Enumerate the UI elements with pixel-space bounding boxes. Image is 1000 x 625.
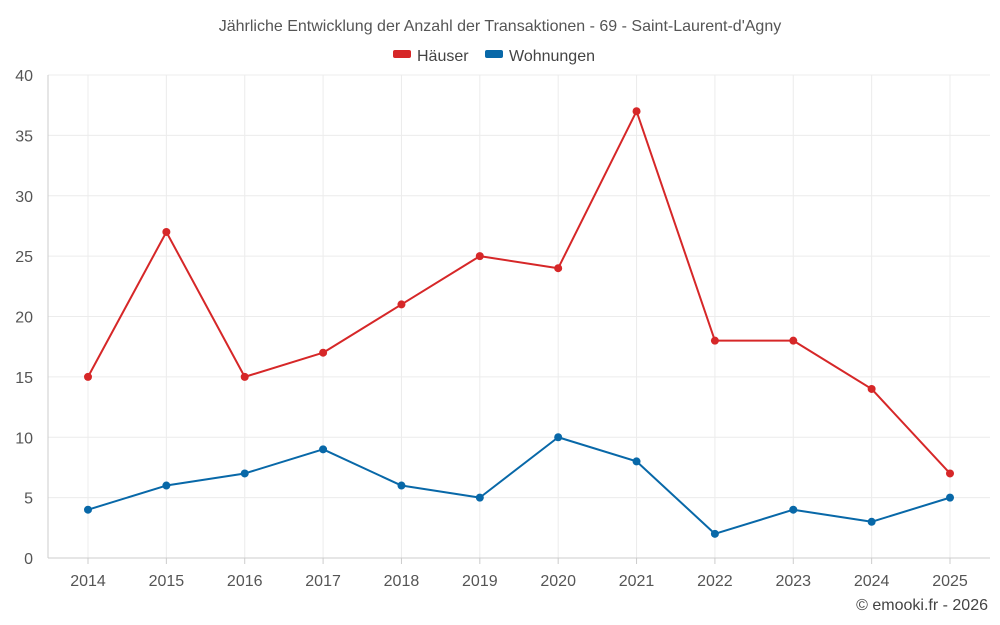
grid — [48, 74, 990, 558]
legend: Häuser Wohnungen — [393, 48, 595, 65]
data-point-haeuser-2022[interactable] — [710, 336, 719, 345]
y-axis-ticks: 0 5 10 15 20 25 30 35 40 — [15, 68, 33, 568]
data-point-wohnungen-2023[interactable] — [789, 505, 798, 514]
x-tick-label-2018: 2018 — [384, 573, 420, 590]
data-point-haeuser-2019[interactable] — [475, 252, 484, 261]
legend-swatch-haeuser[interactable] — [393, 50, 411, 58]
data-point-wohnungen-2021[interactable] — [632, 457, 641, 466]
data-point-haeuser-2015[interactable] — [162, 227, 171, 236]
data-point-haeuser-2017[interactable] — [319, 348, 328, 357]
y-tick-label-35: 35 — [15, 128, 33, 145]
x-tick-label-2024: 2024 — [854, 573, 890, 590]
x-tick-label-2014: 2014 — [70, 573, 106, 590]
data-point-wohnungen-2015[interactable] — [162, 481, 171, 490]
y-tick-label-15: 15 — [15, 370, 33, 387]
data-point-wohnungen-2014[interactable] — [84, 505, 92, 514]
y-tick-label-0: 0 — [24, 551, 33, 568]
y-tick-label-20: 20 — [15, 310, 33, 327]
data-point-wohnungen-2019[interactable] — [475, 493, 484, 502]
y-tick-label-30: 30 — [15, 189, 33, 206]
data-point-haeuser-2020[interactable] — [554, 264, 563, 273]
data-point-wohnungen-2022[interactable] — [710, 529, 719, 538]
data-point-haeuser-2018[interactable] — [397, 300, 406, 309]
series-line-wohnungen — [87, 436, 951, 535]
y-tick-label-25: 25 — [15, 249, 33, 266]
x-tick-label-2015: 2015 — [149, 573, 185, 590]
x-tick-label-2025: 2025 — [932, 573, 968, 590]
y-tick-label-10: 10 — [15, 430, 33, 447]
legend-swatch-wohnungen[interactable] — [485, 50, 503, 58]
data-point-haeuser-2024[interactable] — [867, 384, 876, 393]
credit-text: © emooki.fr - 2026 — [856, 597, 988, 614]
x-axis-ticks: 2014 2015 2016 2017 2018 2019 2020 2021 2022 2023… — [70, 558, 968, 590]
axes — [47, 75, 990, 559]
x-tick-label-2023: 2023 — [775, 573, 811, 590]
x-tick-label-2017: 2017 — [305, 573, 341, 590]
x-tick-label-2016: 2016 — [227, 573, 263, 590]
x-tick-label-2020: 2020 — [540, 573, 576, 590]
legend-label-wohnungen[interactable]: Wohnungen — [509, 48, 595, 65]
chart-title: Jährliche Entwicklung der Anzahl der Tra… — [219, 18, 781, 35]
data-point-haeuser-2021[interactable] — [632, 107, 641, 116]
data-point-wohnungen-2018[interactable] — [397, 481, 406, 490]
y-tick-label-40: 40 — [15, 68, 33, 85]
x-tick-label-2022: 2022 — [697, 573, 733, 590]
x-tick-label-2019: 2019 — [462, 573, 498, 590]
data-point-wohnungen-2024[interactable] — [867, 517, 876, 526]
data-point-haeuser-2016[interactable] — [240, 372, 249, 381]
legend-label-haeuser[interactable]: Häuser — [417, 48, 469, 65]
data-point-wohnungen-2020[interactable] — [554, 433, 563, 442]
data-point-haeuser-2025[interactable] — [946, 469, 954, 478]
data-point-haeuser-2023[interactable] — [789, 336, 798, 345]
x-tick-label-2021: 2021 — [619, 573, 655, 590]
data-point-wohnungen-2025[interactable] — [946, 493, 954, 502]
data-point-wohnungen-2016[interactable] — [240, 469, 249, 478]
series-layer — [84, 107, 954, 538]
y-tick-label-5: 5 — [24, 491, 33, 508]
series-line-haeuser — [87, 110, 951, 475]
data-point-wohnungen-2017[interactable] — [319, 445, 328, 454]
data-point-haeuser-2014[interactable] — [84, 372, 92, 381]
